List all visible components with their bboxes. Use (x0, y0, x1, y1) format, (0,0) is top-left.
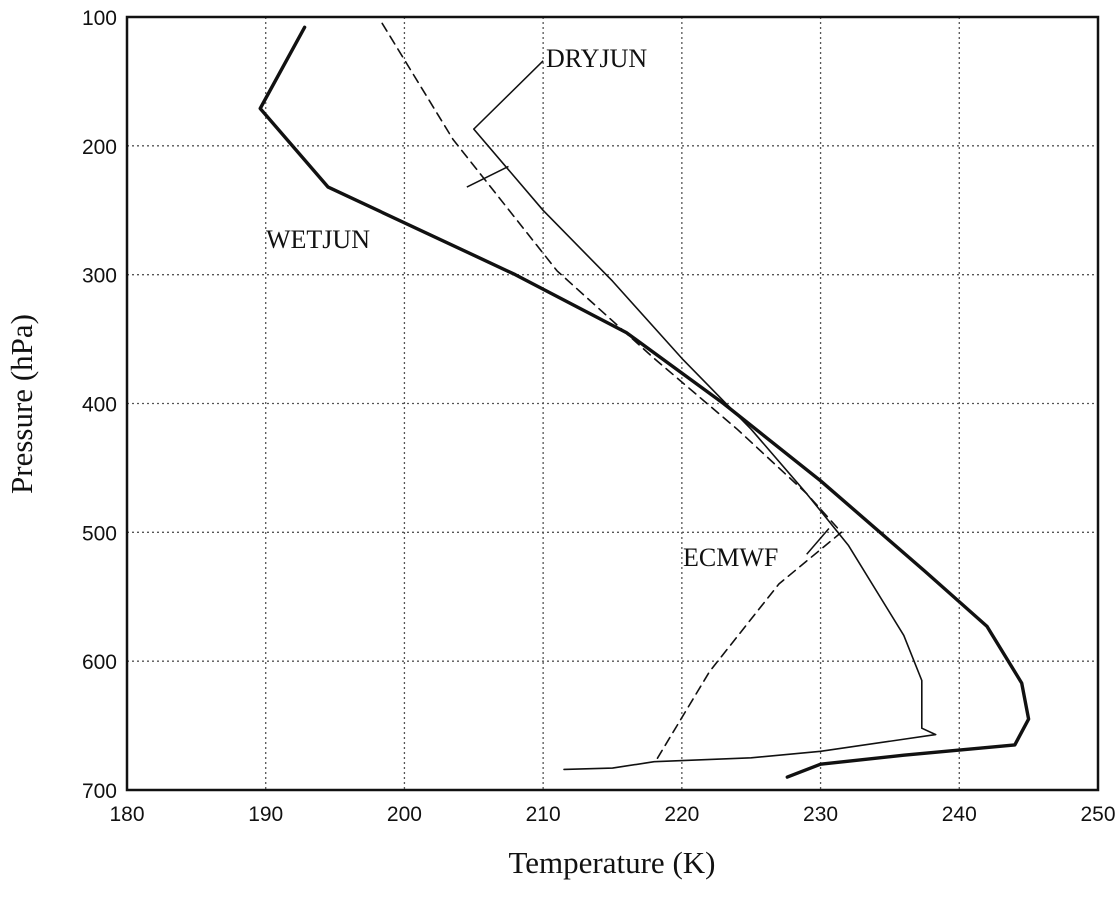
x-axis-title: Temperature (K) (509, 845, 716, 880)
ecmwf-leader (806, 527, 830, 555)
x-tick-label: 240 (942, 803, 977, 826)
x-tick-label: 250 (1080, 803, 1115, 826)
y-tick-label: 600 (82, 651, 117, 674)
y-tick-label: 700 (82, 780, 117, 803)
ecmwf-label: ECMWF (683, 543, 778, 572)
y-tick-label: 100 (82, 7, 117, 30)
x-tick-label: 210 (526, 803, 561, 826)
series-wetjun-line (258, 25, 1031, 779)
x-tick-label: 180 (109, 803, 144, 826)
y-tick-label: 300 (82, 265, 117, 288)
x-tick-label: 230 (803, 803, 838, 826)
y-tick-label: 200 (82, 136, 117, 159)
y-axis-title: Pressure (hPa) (4, 314, 39, 494)
wetjun-leader (466, 165, 509, 188)
y-tick-label: 400 (82, 394, 117, 417)
annotation-leader-lines (466, 60, 830, 555)
y-tick-label: 500 (82, 522, 117, 545)
plot-area-frame (125, 15, 1100, 792)
x-tick-label: 220 (664, 803, 699, 826)
grid-lines (127, 17, 1098, 790)
series-ecmwf-line (381, 22, 843, 760)
series-dryjun-line (473, 128, 937, 771)
tick-labels: 180 190 200 210 220 230 240 250 100 200 300 400 500 6… (82, 7, 1116, 826)
x-tick-label: 200 (387, 803, 422, 826)
dryjun-label: DRYJUN (546, 44, 647, 73)
dryjun-leader (473, 60, 544, 130)
series-lines (258, 22, 1031, 779)
wetjun-label: WETJUN (266, 225, 370, 254)
x-tick-label: 190 (248, 803, 283, 826)
